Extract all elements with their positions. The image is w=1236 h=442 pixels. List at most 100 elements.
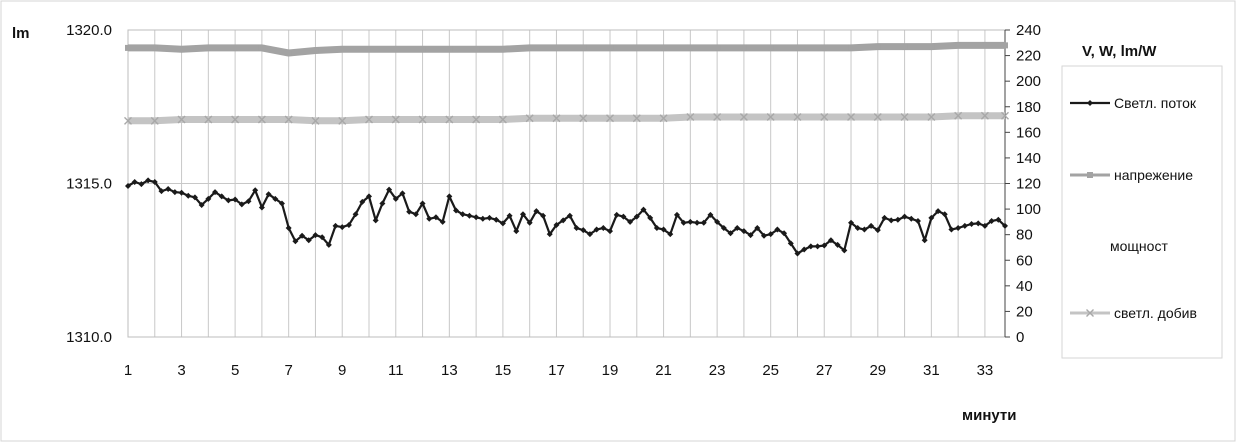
data-point — [579, 114, 588, 123]
data-point — [299, 232, 306, 239]
data-point — [720, 225, 727, 232]
x-tick-label: 9 — [338, 362, 346, 379]
data-point — [968, 221, 975, 228]
data-point — [392, 46, 399, 53]
legend-label: Светл. поток — [1114, 95, 1197, 111]
data-point — [205, 44, 212, 51]
data-point — [607, 44, 614, 51]
data-point — [366, 46, 373, 53]
data-point — [680, 219, 687, 226]
data-point — [466, 212, 473, 219]
data-point — [125, 182, 131, 189]
data-point — [498, 115, 507, 124]
data-point — [667, 231, 674, 238]
data-point — [841, 247, 848, 254]
data-point — [801, 246, 808, 253]
x-tick-label: 31 — [923, 362, 940, 379]
data-point — [258, 204, 265, 211]
data-point — [901, 43, 908, 50]
right-axis-title: V, W, lm/W — [1082, 43, 1157, 60]
data-point — [980, 111, 989, 120]
x-tick-label: 11 — [388, 362, 404, 379]
legend-label: мощност — [1110, 238, 1168, 254]
data-point — [627, 218, 634, 225]
data-point — [278, 200, 285, 207]
data-point — [479, 215, 486, 222]
data-point — [660, 226, 667, 233]
data-point — [232, 196, 239, 203]
data-point — [553, 44, 560, 51]
data-point — [660, 44, 667, 51]
data-point — [760, 232, 767, 239]
data-point — [747, 232, 754, 239]
data-point — [519, 211, 526, 218]
data-point — [419, 200, 426, 207]
legend-label: напрежение — [1114, 167, 1193, 183]
data-point — [125, 44, 131, 51]
data-point — [647, 214, 654, 221]
data-point — [145, 177, 152, 184]
data-point — [807, 243, 814, 250]
data-point — [185, 192, 192, 199]
left-tick-label: 1310.0 — [66, 329, 112, 346]
data-point — [151, 44, 158, 51]
data-point — [900, 112, 909, 121]
data-point — [580, 44, 587, 51]
right-tick-label: 200 — [1016, 73, 1041, 90]
data-point — [284, 115, 293, 124]
data-point — [379, 200, 386, 207]
x-tick-label: 21 — [655, 362, 672, 379]
data-point — [513, 228, 520, 235]
legend-marker — [1087, 172, 1093, 178]
data-point — [821, 44, 828, 51]
data-point — [439, 218, 446, 225]
data-point — [386, 186, 393, 193]
data-point — [285, 225, 292, 232]
data-point — [740, 44, 747, 51]
x-tick-label: 27 — [816, 362, 833, 379]
data-point — [1001, 111, 1009, 120]
data-point — [285, 50, 292, 57]
data-point — [426, 215, 433, 222]
data-point — [453, 207, 460, 214]
right-tick-label: 220 — [1016, 48, 1041, 65]
data-point — [873, 112, 882, 121]
right-tick-label: 120 — [1016, 176, 1041, 193]
data-point — [814, 243, 821, 250]
data-point — [954, 111, 963, 120]
x-tick-label: 7 — [284, 362, 292, 379]
data-point — [359, 198, 366, 205]
data-point — [586, 231, 593, 238]
data-point — [908, 215, 915, 222]
data-point — [734, 225, 741, 232]
data-point — [948, 226, 955, 233]
data-point — [525, 114, 534, 123]
data-point — [613, 211, 620, 218]
data-point — [352, 211, 359, 218]
data-point — [868, 222, 875, 229]
data-point — [754, 225, 761, 232]
data-point — [419, 46, 426, 53]
data-point — [827, 237, 834, 244]
data-point — [177, 115, 186, 124]
data-point — [526, 44, 533, 51]
data-point — [607, 228, 614, 235]
data-point — [392, 195, 399, 202]
data-point — [988, 217, 995, 224]
data-point — [533, 208, 540, 215]
data-point — [399, 190, 406, 197]
x-axis-title: минути — [962, 407, 1016, 424]
data-point — [198, 201, 205, 208]
legend-marker — [1086, 309, 1094, 317]
data-point — [131, 178, 138, 185]
data-point — [580, 227, 587, 234]
right-tick-label: 100 — [1016, 201, 1041, 218]
data-point — [526, 219, 533, 226]
data-point — [794, 44, 801, 51]
data-point — [793, 112, 802, 121]
series-line — [128, 41, 1005, 57]
data-point — [473, 214, 480, 221]
data-point — [848, 44, 855, 51]
x-tick-label: 15 — [495, 362, 512, 379]
